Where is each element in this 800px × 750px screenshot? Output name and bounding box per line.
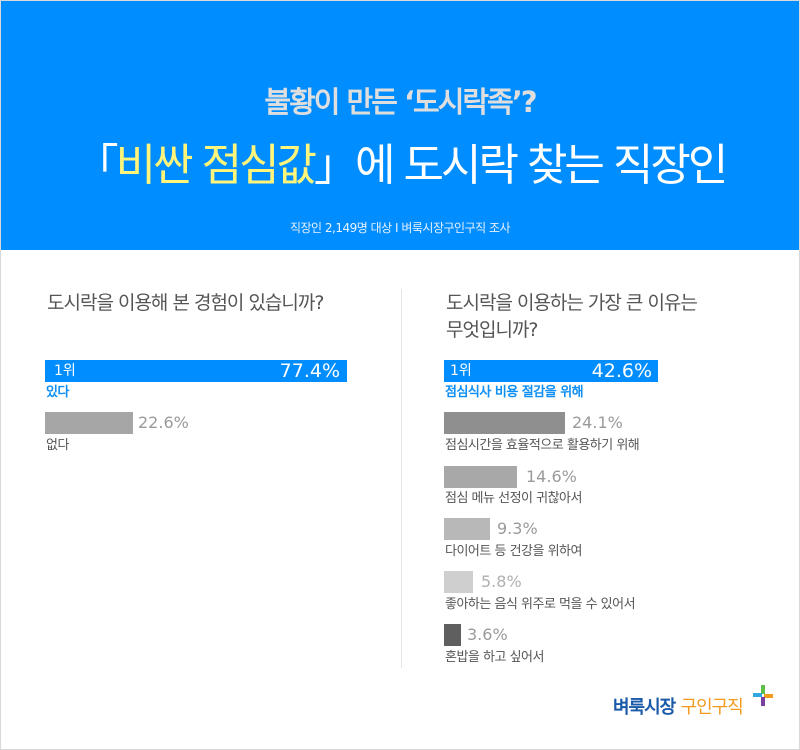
bar-right-5 [444,624,461,646]
headline: 「비싼 점심값」에 도시락 찾는 직장인 [1,129,799,193]
label-right-0: 점심식사 비용 절감을 위해 [445,385,584,400]
label-right-4: 좋아하는 음식 위주로 먹을 수 있어서 [445,597,636,612]
headline-highlight: 비싼 점심값 [115,140,317,191]
column-divider [401,289,402,668]
bar-right-3 [444,518,490,540]
headline-rest: 에 도시락 찾는 직장인 [355,140,728,191]
plus-logo-icon [753,685,773,706]
right-question-line2: 무엇입니까? [446,319,538,341]
bar-right-4 [444,571,473,593]
left-question: 도시락을 이용해 본 경험이 있습니까? [47,292,324,314]
label-right-3: 다이어트 등 건강을 위하여 [445,544,582,559]
bar-right-1 [444,412,565,434]
right-question-line1: 도시락을 이용하는 가장 큰 이유는 [446,292,698,314]
value-left-0: 77.4% [279,360,340,382]
rank-badge-left: 1위 [54,363,76,379]
label-left-0: 있다 [46,385,69,400]
open-bracket: 「 [74,140,119,191]
survey-source: 직장인 2,149명 대상 I 벼룩시장구인구직 조사 [289,221,511,235]
value-right-0: 42.6% [591,360,652,382]
bar-left-0 [45,360,347,382]
bar-right-0 [444,360,658,382]
logo-text-secondary: 구인구직 [680,697,744,718]
header-banner: 불황이 만든 ‘도시락족’? 「비싼 점심값」에 도시락 찾는 직장인 직장인 … [1,1,799,250]
value-right-1: 24.1% [572,413,623,432]
label-left-1: 없다 [46,438,69,453]
close-bracket: 」 [314,140,358,191]
bar-left-1 [45,412,133,434]
logo-text-primary: 벼룩시장 [613,697,676,718]
value-right-5: 3.6% [467,625,508,644]
value-right-3: 9.3% [497,519,538,538]
brand-logo: 벼룩시장 구인구직 [613,693,744,719]
label-right-1: 점심시간을 효율적으로 활용하기 위해 [445,438,640,453]
value-right-4: 5.8% [481,572,522,591]
bar-right-2 [444,466,517,488]
subtitle: 불황이 만든 ‘도시락족’? [264,85,537,119]
label-right-2: 점심 메뉴 선정이 귀찮아서 [445,491,582,506]
label-right-5: 혼밥을 하고 싶어서 [445,650,544,665]
value-right-2: 14.6% [526,467,577,486]
rank-badge-right: 1위 [450,363,472,379]
value-left-1: 22.6% [138,413,189,432]
